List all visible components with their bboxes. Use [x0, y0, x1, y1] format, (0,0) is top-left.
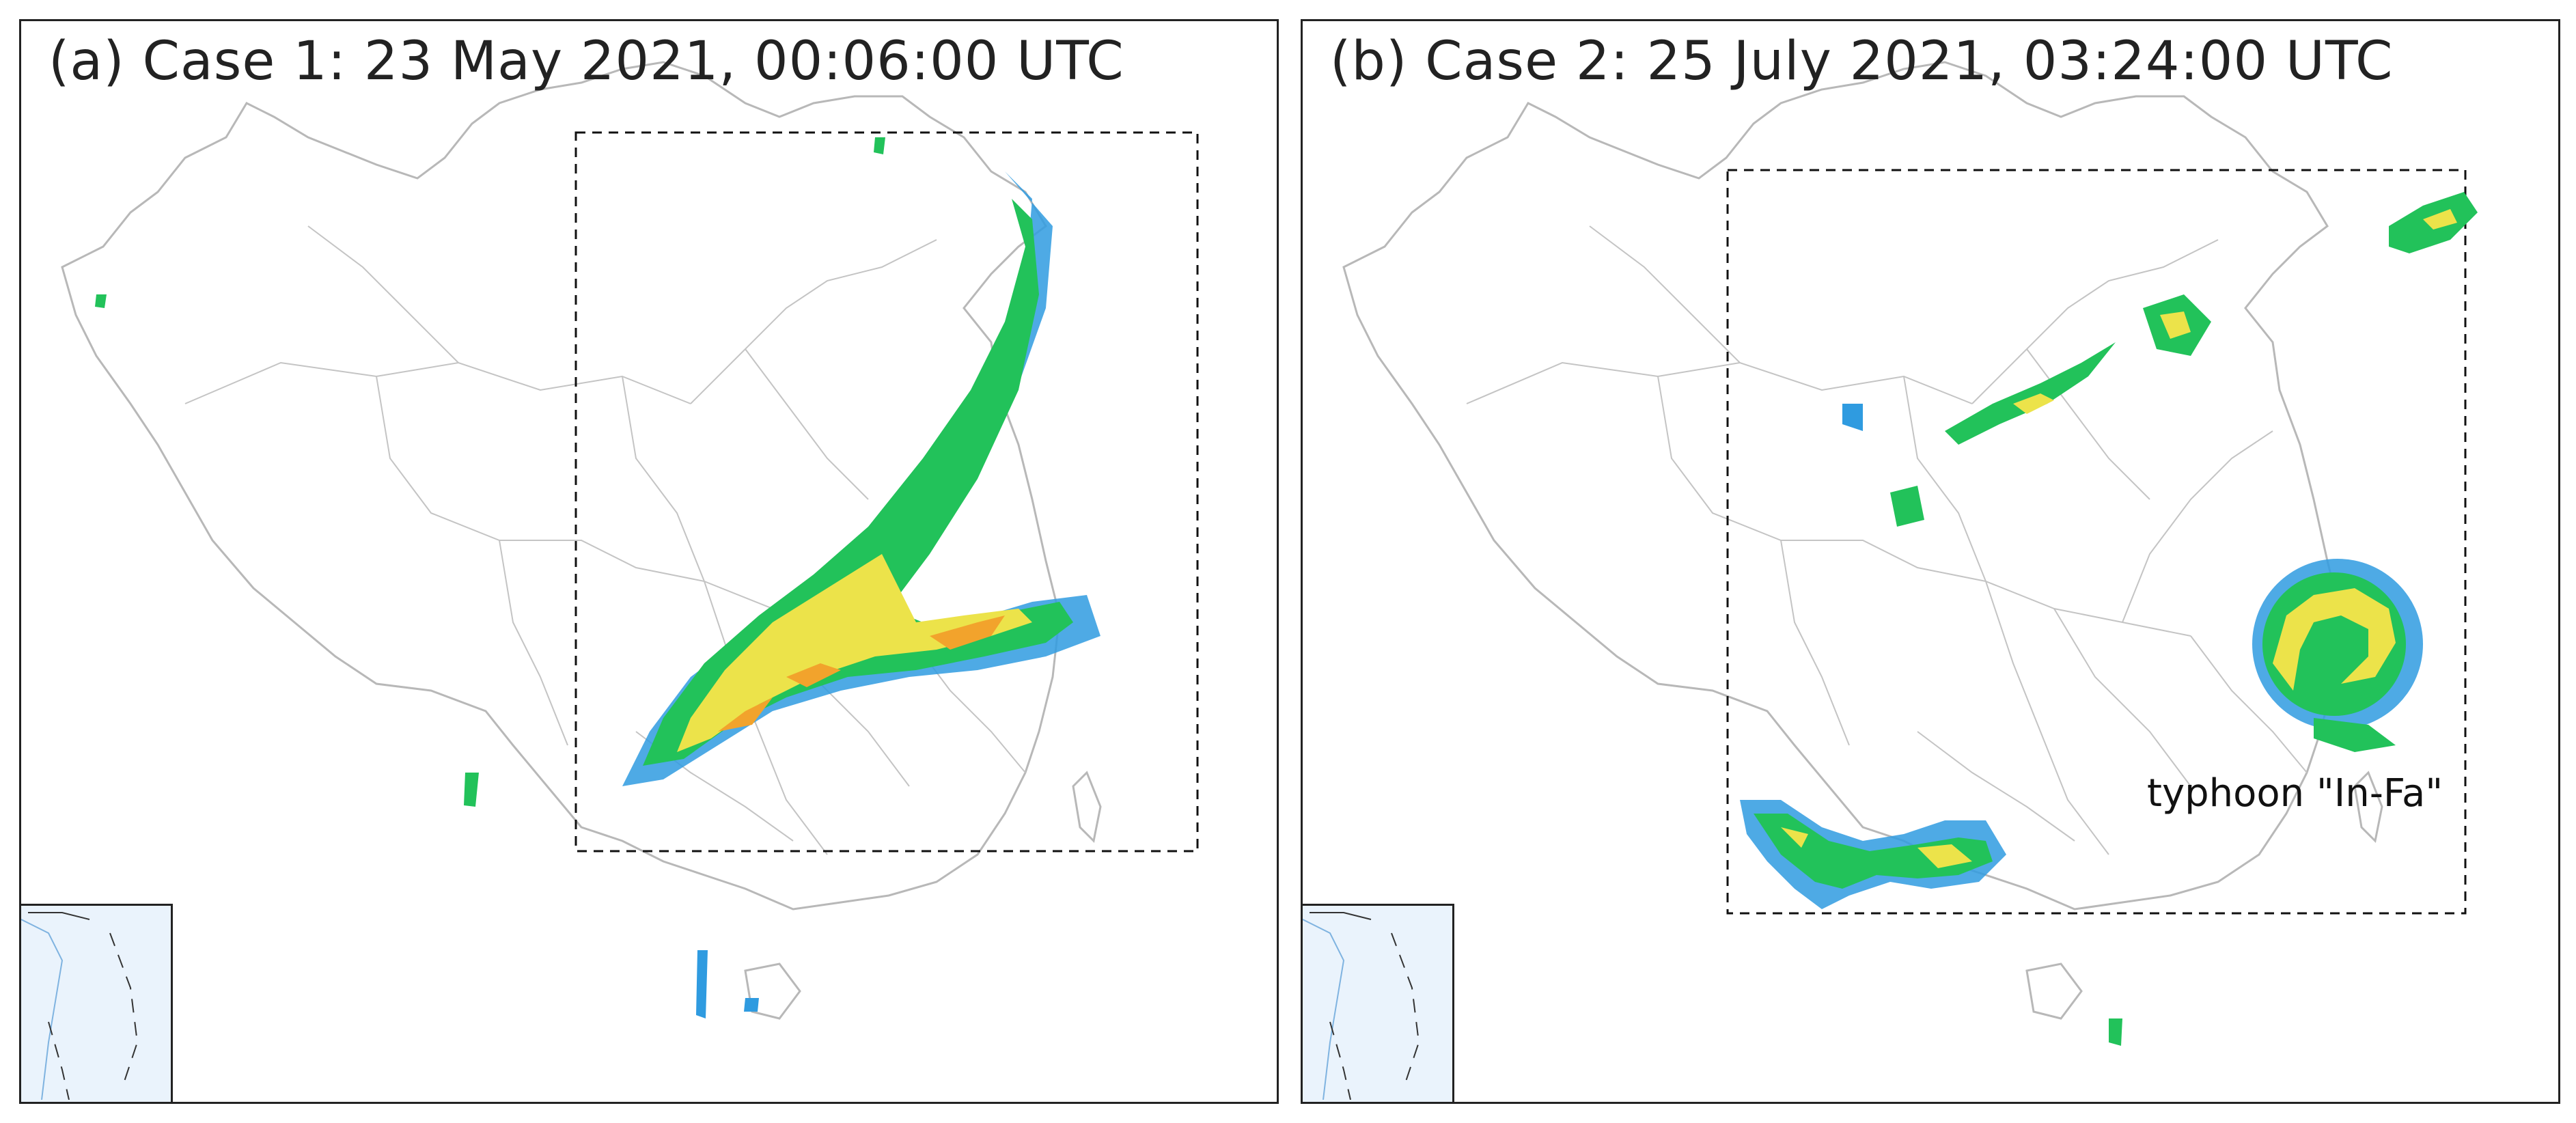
rain-band-heavy: [677, 554, 1032, 752]
typhoon-annotation: typhoon "In-Fa": [2147, 771, 2443, 816]
rain-cell-west-1: [1842, 404, 1863, 431]
domain-box: [574, 131, 1199, 852]
rain-cell-north: [874, 137, 885, 154]
rain-cell-northeast-heavy: [2423, 209, 2457, 230]
panel-case-2: (b) Case 2: 25 July 2021, 03:24:00 UTC t…: [1301, 19, 2560, 1104]
country-outline: [1342, 61, 2342, 911]
taiwan-island: [1072, 771, 1102, 844]
province-boundaries: [1466, 225, 2308, 855]
rain-band-intense: [718, 615, 1005, 732]
rain-cell-southwest: [464, 773, 479, 807]
rain-cell-west: [95, 294, 107, 308]
rain-band-north: [1945, 342, 2116, 445]
rain-band-south-moderate: [1754, 814, 1993, 889]
panel-title: (a) Case 1: 23 May 2021, 00:06:00 UTC: [49, 31, 1124, 92]
map-case-2: [1342, 61, 2478, 1046]
typhoon-spiral-heavy: [2273, 588, 2396, 691]
domain-box: [1726, 169, 2467, 915]
rain-cell-beijing-heavy: [2160, 311, 2191, 339]
panel-case-1: (a) Case 1: 23 May 2021, 00:06:00 UTC: [19, 19, 1279, 1104]
map-case-1: [61, 61, 1199, 1020]
rain-cell-hainan: [696, 950, 759, 1018]
panel-title: (b) Case 2: 25 July 2021, 03:24:00 UTC: [1330, 31, 2394, 92]
south-china-sea-inset: [1303, 904, 1454, 1102]
radar-echo-layer: [95, 137, 1100, 1018]
rain-band-north-heavy: [2013, 393, 2054, 414]
taiwan-island: [2353, 771, 2383, 844]
south-china-sea-inset: [21, 904, 173, 1102]
rain-cell-hainan: [2109, 1018, 2122, 1046]
typhoon-band-south: [2314, 718, 2396, 752]
rain-band-south-heavy: [1781, 827, 1972, 868]
radar-echo-layer: [1740, 192, 2478, 1046]
rain-cell-west-2: [1890, 486, 1924, 527]
hainan-island: [2025, 962, 2083, 1020]
